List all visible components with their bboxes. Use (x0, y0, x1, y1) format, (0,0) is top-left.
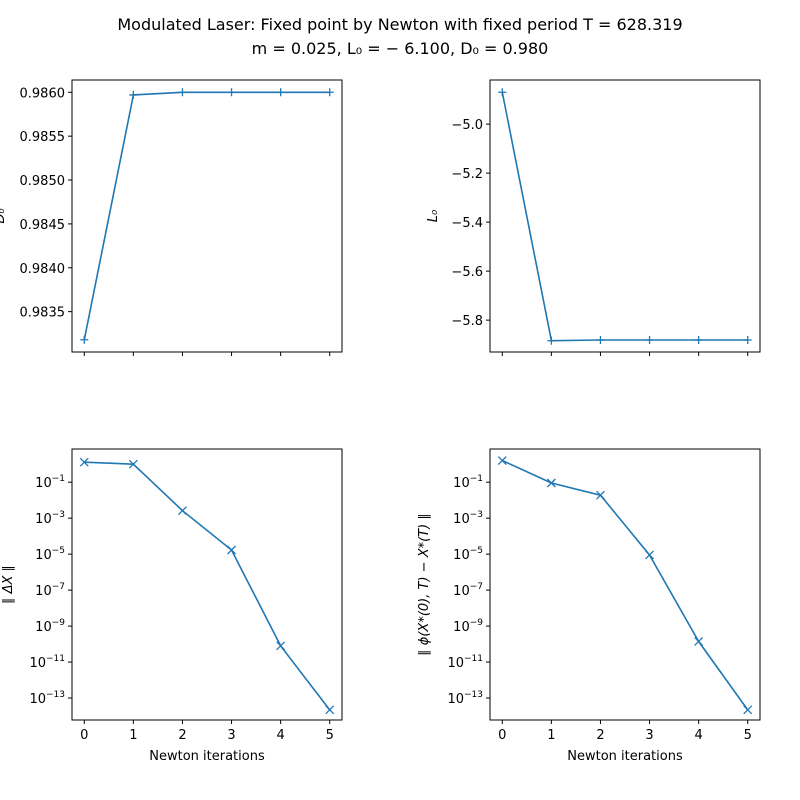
y-axis-label: D₀ (0, 208, 8, 224)
y-tick-label: 10−13 (29, 690, 65, 707)
y-tick-label: 10−13 (447, 690, 483, 707)
y-tick-label: −5.0 (451, 118, 483, 133)
y-tick-label: −5.4 (451, 216, 483, 231)
data-point (694, 636, 704, 646)
data-point (743, 335, 752, 344)
series-line (84, 461, 331, 711)
x-tick-label: 0 (498, 728, 506, 743)
x-tick-label: 5 (326, 728, 334, 743)
subplot-3: 0 1 2 3 4 5 10−13 10−11 10−9 10−7 10−5 10−3 10−1 Newt… (1, 448, 343, 764)
x-tick-label: 1 (547, 728, 555, 743)
x-tick-label: 1 (129, 728, 137, 743)
data-point (325, 705, 335, 715)
data-point (645, 550, 655, 560)
y-axis-label: L₀ (426, 209, 441, 222)
y-tick-label: 10−9 (35, 618, 65, 635)
y-tick-label: 0.9835 (20, 306, 66, 321)
data-point (497, 456, 507, 465)
x-tick-label: 2 (596, 728, 604, 743)
x-tick-label: 2 (178, 728, 186, 743)
y-tick-label: 10−7 (35, 582, 65, 599)
y-tick-label: −5.6 (451, 265, 483, 280)
y-tick-label: 10−3 (35, 510, 65, 527)
axes-frame (71, 448, 343, 721)
series-line (83, 91, 330, 340)
y-tick-label: 0.9840 (20, 262, 66, 277)
y-tick-label: 0.9855 (20, 130, 66, 145)
data-point (694, 335, 703, 344)
x-tick-label: 4 (276, 728, 284, 743)
series-line (501, 459, 749, 711)
data-point (227, 545, 237, 555)
data-point (80, 335, 89, 344)
axes-frame (489, 79, 761, 353)
y-tick-label: −5.2 (451, 167, 483, 182)
y-tick-label: 10−5 (453, 546, 483, 563)
figure-title-line-1: Modulated Laser: Fixed point by Newton w… (117, 15, 683, 34)
x-axis-label: Newton iterations (149, 749, 265, 764)
y-tick-label: 0.9845 (20, 218, 66, 233)
data-point (177, 506, 187, 516)
y-axis-label: ∥ ϕ(X*(0), T) − X*(T) ∥ (417, 513, 432, 656)
y-tick-label: 10−1 (35, 474, 65, 491)
figure-title-line-2: m = 0.025, L₀ = − 6.100, D₀ = 0.980 (251, 39, 549, 58)
data-point (128, 459, 138, 469)
y-tick-label: 10−11 (29, 654, 65, 671)
y-tick-label: 10−3 (453, 510, 483, 527)
data-point (596, 335, 605, 344)
x-tick-label: 4 (694, 728, 702, 743)
x-axis-label: Newton iterations (567, 749, 683, 764)
data-point (547, 336, 556, 345)
x-tick-label: 3 (645, 728, 653, 743)
y-tick-label: −5.8 (451, 314, 483, 329)
data-point (129, 90, 138, 99)
y-tick-label: 0.9860 (20, 86, 66, 101)
data-point (325, 88, 334, 97)
y-tick-label: 10−11 (447, 654, 483, 671)
axes-frame (71, 79, 343, 353)
data-point (178, 88, 187, 97)
x-tick-label: 0 (80, 728, 88, 743)
axes-frame (489, 448, 761, 721)
x-tick-label: 3 (227, 728, 235, 743)
data-point (743, 705, 753, 715)
y-tick-label: 10−5 (35, 546, 65, 563)
data-point (546, 478, 556, 488)
data-point (79, 457, 89, 467)
data-point (276, 641, 286, 651)
y-tick-label: 10−1 (453, 474, 483, 491)
x-tick-label: 5 (744, 728, 752, 743)
y-tick-label: 10−7 (453, 582, 483, 599)
y-axis-label: ∥ ΔX ∥ (1, 565, 16, 604)
data-point (227, 88, 236, 97)
series-line (501, 92, 748, 342)
data-point (645, 335, 654, 344)
subplot-2: −5.8 −5.6 −5.4 −5.2 −5.0 L₀ (426, 79, 761, 356)
data-point (595, 490, 605, 500)
data-point (276, 88, 285, 97)
y-tick-label: 10−9 (453, 618, 483, 635)
y-tick-label: 0.9850 (20, 174, 66, 189)
subplot-4: 0 1 2 3 4 5 10−13 10−11 10−9 10−7 10−5 10−3 10−1 Newt… (417, 448, 761, 764)
subplot-1: 0.9835 0.9840 0.9845 0.9850 0.9855 0.9860 D₀ (0, 79, 343, 356)
data-point (498, 88, 507, 97)
